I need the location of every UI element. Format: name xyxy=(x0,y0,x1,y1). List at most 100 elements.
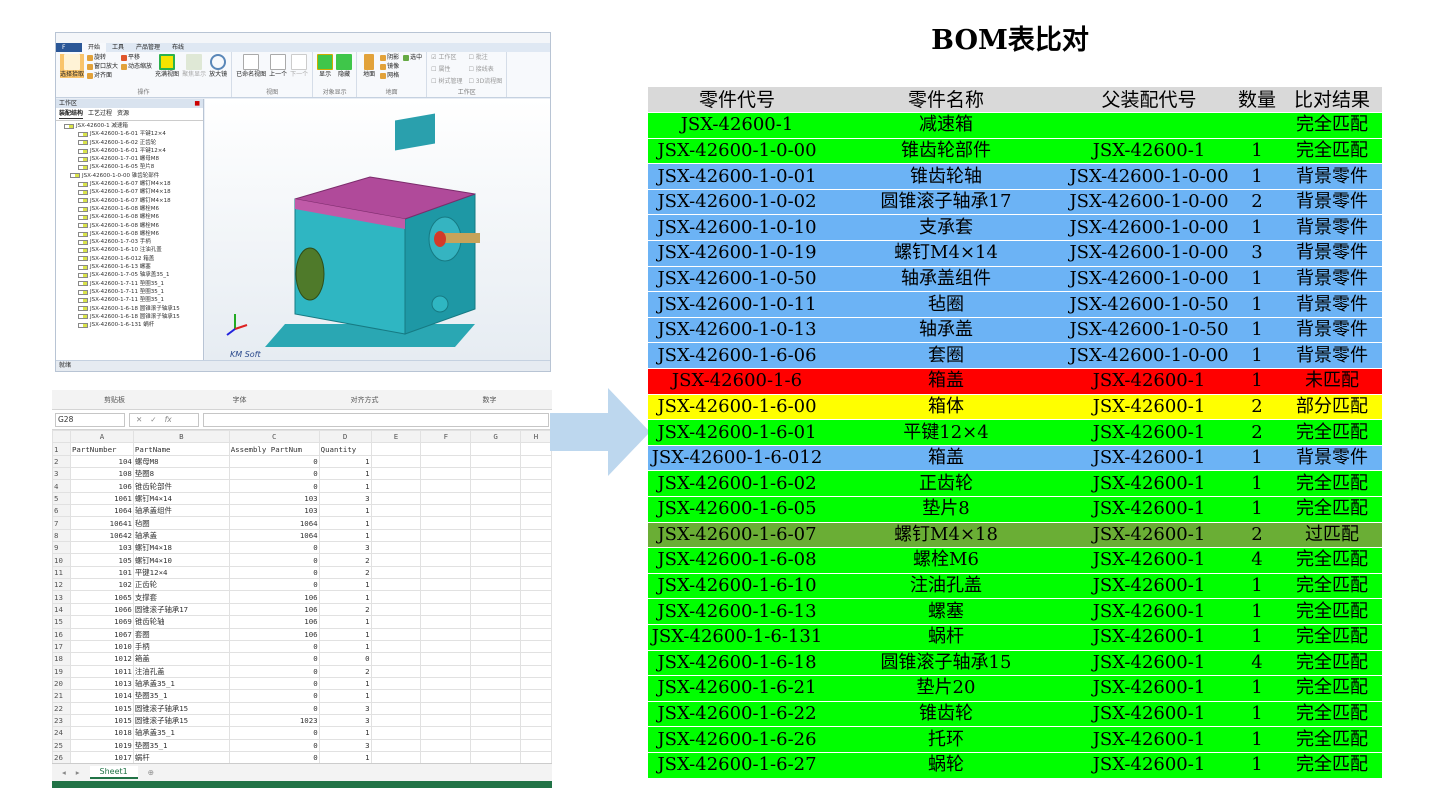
cell[interactable]: 0 xyxy=(228,726,320,740)
tab-assembly[interactable]: 装配结构 xyxy=(59,110,84,119)
cell[interactable]: 0 xyxy=(228,565,320,580)
cell[interactable]: 1013 xyxy=(69,676,134,691)
select-button[interactable]: 选择拾取 xyxy=(60,54,85,78)
cell[interactable]: 10642 xyxy=(69,528,134,543)
row-header[interactable]: 25 xyxy=(52,738,71,752)
cell[interactable]: 1014 xyxy=(69,689,134,703)
cell[interactable]: 1023 xyxy=(228,713,320,728)
cell[interactable]: 1 xyxy=(318,639,372,654)
column-header[interactable]: G xyxy=(470,429,522,444)
select-all[interactable] xyxy=(52,429,71,444)
row-header[interactable]: 22 xyxy=(52,701,71,715)
cell[interactable]: 正齿轮 xyxy=(132,578,230,592)
cell[interactable]: 2 xyxy=(318,565,372,580)
cell[interactable]: 0 xyxy=(228,652,320,666)
cell[interactable]: 1064 xyxy=(69,504,134,518)
add-sheet-icon[interactable]: ⊕ xyxy=(147,768,155,777)
magnifier-button[interactable]: 放大镜 xyxy=(209,54,227,78)
tree-item[interactable]: JSX-42600-1-6-07 螺钉M4×18 xyxy=(64,180,203,188)
cell[interactable]: 手柄 xyxy=(132,639,230,654)
cell[interactable]: 2 xyxy=(318,664,372,678)
row-header[interactable]: 10 xyxy=(52,553,71,567)
cell[interactable]: 1 xyxy=(318,479,372,493)
cell[interactable]: 106 xyxy=(228,615,320,629)
rotate-button[interactable]: 旋转 xyxy=(87,54,118,61)
fit-view-button[interactable]: 充满视图 xyxy=(155,54,179,78)
cell[interactable]: 1 xyxy=(318,726,372,740)
wiring-table-checkbox[interactable]: ☐ 接线表 xyxy=(468,66,494,73)
tab-wiring[interactable]: 布线 xyxy=(172,44,185,51)
shadow-button[interactable]: 阴影 选中 xyxy=(380,54,422,61)
row-header[interactable]: 8 xyxy=(52,528,71,543)
cell[interactable]: 0 xyxy=(228,639,320,654)
cell[interactable]: 1 xyxy=(318,516,372,530)
property-checkbox[interactable]: ☐ 属性 xyxy=(431,66,451,73)
cell[interactable]: 0 xyxy=(228,541,320,555)
column-header[interactable]: B xyxy=(132,429,230,444)
row-header[interactable]: 4 xyxy=(52,479,71,493)
cell[interactable]: 0 xyxy=(318,652,372,666)
cell[interactable]: PartNumber xyxy=(69,442,134,456)
tree-item[interactable]: JSX-42600-1-7-01 螺母M8 xyxy=(64,155,203,163)
row-header[interactable]: 23 xyxy=(52,713,71,728)
row-header[interactable]: 11 xyxy=(52,565,71,580)
cell[interactable]: 1 xyxy=(318,454,372,469)
tree-item[interactable]: JSX-42600-1 减速箱 xyxy=(64,122,203,130)
cell[interactable]: 106 xyxy=(228,627,320,641)
cell[interactable]: 0 xyxy=(228,750,320,765)
row-header[interactable]: 19 xyxy=(52,664,71,678)
cell[interactable]: 1 xyxy=(318,627,372,641)
cell[interactable]: 106 xyxy=(228,602,320,617)
tree-item[interactable]: JSX-42600-1-6-08 螺栓M6 xyxy=(64,222,203,230)
3d-viewport[interactable]: KM Soft xyxy=(205,99,550,361)
column-header[interactable]: F xyxy=(420,429,472,444)
cell[interactable]: 支撑套 xyxy=(132,590,230,604)
floor-button[interactable]: 地面 xyxy=(361,54,377,78)
cell[interactable]: 103 xyxy=(228,504,320,518)
cancel-icon[interactable]: ✕ xyxy=(136,415,143,424)
row-header[interactable]: 1 xyxy=(52,442,71,456)
row-header[interactable]: 12 xyxy=(52,578,71,592)
cell[interactable]: Quantity xyxy=(318,442,372,456)
cell[interactable]: 3 xyxy=(318,701,372,715)
row-header[interactable]: 9 xyxy=(52,541,71,555)
cell[interactable]: 1061 xyxy=(69,491,134,506)
cell[interactable]: 3 xyxy=(318,541,372,555)
cell[interactable]: 轴承盖35_1 xyxy=(132,676,230,691)
row-header[interactable]: 16 xyxy=(52,627,71,641)
cell[interactable]: 104 xyxy=(69,454,134,469)
cell[interactable]: 1 xyxy=(318,689,372,703)
tree-item[interactable]: JSX-42600-1-6-01 平键12×4 xyxy=(64,130,203,138)
row-header[interactable]: 2 xyxy=(52,454,71,469)
column-header[interactable]: H xyxy=(520,429,552,444)
tab-process[interactable]: 工艺过程 xyxy=(88,110,113,117)
cell[interactable]: 螺钉M4×18 xyxy=(132,541,230,555)
named-view-button[interactable]: 已命名视图 xyxy=(236,54,266,78)
tree-manage-checkbox[interactable]: ☐ 树式管理 xyxy=(431,78,463,85)
sheet-tab[interactable]: Sheet1 xyxy=(89,766,138,779)
cell[interactable]: 2 xyxy=(318,602,372,617)
cell[interactable]: 1010 xyxy=(69,639,134,654)
next-view-button[interactable]: 下一个 xyxy=(290,54,308,78)
grid-button[interactable]: 网格 xyxy=(380,72,422,79)
cell[interactable]: 垫圈8 xyxy=(132,467,230,481)
cell[interactable]: 108 xyxy=(69,467,134,481)
tree-item[interactable]: JSX-42600-1-7-03 手柄 xyxy=(64,238,203,246)
tree-item[interactable]: JSX-42600-1-6-01 平键12×4 xyxy=(64,147,203,155)
cell[interactable]: 轴承盖35_1 xyxy=(132,726,230,740)
row-header[interactable]: 7 xyxy=(52,516,71,530)
tab-tools[interactable]: 工具 xyxy=(112,44,125,51)
cell[interactable]: 1 xyxy=(318,615,372,629)
cell[interactable]: 垫圈35_1 xyxy=(132,738,230,752)
tab-file[interactable]: F xyxy=(56,43,82,52)
cell[interactable]: 1019 xyxy=(69,738,134,752)
cell[interactable]: 套圈 xyxy=(132,627,230,641)
tree-item[interactable]: JSX-42600-1-6-07 螺钉M4×18 xyxy=(64,197,203,205)
cell[interactable]: 锥齿轮部件 xyxy=(132,479,230,493)
row-header[interactable]: 17 xyxy=(52,639,71,654)
tree-item[interactable]: JSX-42600-1-7-11 垫圈35_1 xyxy=(64,288,203,296)
tree-item[interactable]: JSX-42600-1-6-18 圆锥滚子轴承15 xyxy=(64,305,203,313)
cell[interactable]: PartName xyxy=(132,442,230,456)
cell[interactable]: 圆锥滚子轴承17 xyxy=(132,602,230,617)
flowchart-checkbox[interactable]: ☐ 3D流程图 xyxy=(468,78,503,85)
